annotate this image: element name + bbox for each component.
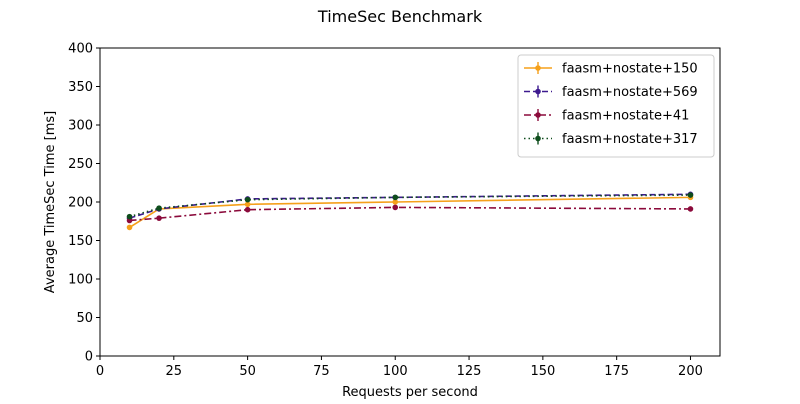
x-axis-label: Requests per second bbox=[342, 385, 478, 400]
y-tick-label: 0 bbox=[85, 350, 93, 365]
y-axis: 0 50 100 150 200 250 300 350 400 bbox=[68, 42, 100, 365]
x-tick-label: 200 bbox=[678, 364, 703, 379]
x-tick-label: 75 bbox=[313, 364, 330, 379]
x-tick-label: 175 bbox=[604, 364, 629, 379]
x-tick-label: 0 bbox=[96, 364, 104, 379]
data-point bbox=[687, 206, 694, 212]
legend-marker bbox=[535, 112, 541, 118]
x-tick-label: 100 bbox=[383, 364, 408, 379]
y-tick-label: 150 bbox=[68, 234, 93, 249]
data-point bbox=[126, 213, 133, 220]
data-point bbox=[392, 204, 399, 211]
x-tick-label: 125 bbox=[457, 364, 482, 379]
data-point bbox=[244, 206, 251, 213]
data-point bbox=[392, 199, 399, 205]
legend-marker bbox=[535, 135, 541, 142]
data-point bbox=[156, 215, 162, 221]
x-tick-label: 150 bbox=[530, 364, 555, 379]
data-point bbox=[687, 192, 694, 198]
y-tick-label: 100 bbox=[68, 273, 93, 288]
legend-box bbox=[517, 54, 715, 158]
y-tick-label: 50 bbox=[76, 311, 93, 326]
y-tick-label: 250 bbox=[68, 157, 93, 172]
y-axis-label: Average TimeSec Time [ms] bbox=[43, 111, 58, 293]
legend-marker bbox=[535, 88, 541, 95]
legend-label: faasm+nostate+317 bbox=[562, 132, 698, 147]
series-line bbox=[129, 206, 691, 222]
data-point bbox=[244, 196, 251, 203]
y-tick-label: 400 bbox=[68, 42, 93, 57]
y-tick-label: 200 bbox=[68, 196, 93, 211]
x-tick-label: 25 bbox=[166, 364, 183, 379]
chart-title: TimeSec Benchmark bbox=[317, 7, 483, 26]
legend-label: faasm+nostate+150 bbox=[562, 62, 698, 77]
series-line bbox=[129, 194, 691, 218]
data-point bbox=[126, 217, 133, 224]
legend-marker bbox=[535, 65, 541, 71]
y-tick-label: 350 bbox=[68, 80, 93, 95]
series-line bbox=[129, 196, 691, 229]
x-tick-label: 50 bbox=[239, 364, 256, 379]
data-point bbox=[126, 224, 133, 231]
data-point bbox=[392, 194, 399, 201]
plot-area bbox=[126, 191, 694, 231]
legend: faasm+nostate+150 faasm+nostate+569 faasm+… bbox=[517, 54, 715, 158]
x-axis: 0 25 50 75 100 125 150 175 200 bbox=[96, 356, 703, 379]
data-point bbox=[156, 205, 162, 211]
legend-label: faasm+nostate+569 bbox=[562, 85, 698, 100]
data-point bbox=[244, 201, 251, 208]
legend-label: faasm+nostate+41 bbox=[562, 109, 689, 124]
y-tick-label: 300 bbox=[68, 119, 93, 134]
